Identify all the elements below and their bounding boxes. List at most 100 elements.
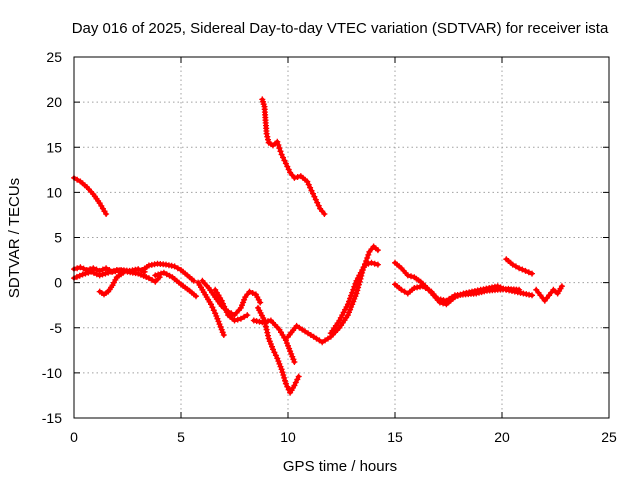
data-point (155, 271, 162, 278)
data-point (267, 341, 274, 347)
data-point (145, 275, 152, 282)
data-point (257, 299, 264, 306)
data-point (244, 312, 251, 319)
x-tick-label: 25 (601, 429, 617, 445)
data-point (404, 272, 411, 279)
data-point (368, 259, 375, 266)
data-point (374, 247, 381, 254)
y-tick-label: 15 (46, 139, 62, 155)
grid-lines (74, 57, 609, 418)
data-point (263, 130, 270, 137)
y-tick-label: 10 (46, 184, 62, 200)
data-point (348, 292, 355, 299)
data-point (158, 270, 164, 277)
data-point (279, 369, 286, 376)
y-tick-label: -15 (42, 410, 62, 426)
series-s18 (533, 283, 565, 304)
data-point (283, 340, 290, 347)
data-point (365, 251, 372, 258)
data-point (346, 298, 352, 305)
y-tick-label: 5 (54, 230, 62, 246)
data-point (218, 326, 225, 333)
data-point (265, 332, 271, 339)
data-point (193, 293, 199, 300)
series-s14 (259, 96, 328, 217)
data-point (265, 335, 272, 342)
data-point (274, 355, 281, 362)
data-point (522, 267, 529, 274)
data-series (71, 96, 565, 396)
data-point (190, 277, 197, 284)
data-point (241, 313, 248, 320)
series-s17 (503, 256, 535, 277)
y-tick-label: 0 (54, 275, 62, 291)
data-point (276, 360, 283, 367)
series-s7 (195, 279, 227, 338)
data-point (282, 337, 289, 344)
data-point (110, 267, 117, 274)
data-point (217, 323, 224, 330)
series-s12 (285, 243, 381, 346)
data-point (476, 289, 482, 296)
data-point (77, 264, 84, 271)
data-point (234, 316, 241, 323)
data-point (344, 301, 351, 308)
data-point (352, 293, 359, 300)
y-axis-label: SDTVAR / TECUs (6, 178, 23, 298)
data-point (276, 145, 283, 152)
data-point (220, 332, 227, 338)
data-point (353, 290, 360, 297)
data-point (295, 373, 302, 380)
data-point (349, 289, 356, 296)
data-point (282, 377, 288, 384)
data-point (408, 273, 414, 280)
data-point (103, 265, 110, 272)
data-point (529, 270, 535, 277)
data-point (88, 268, 95, 275)
data-point (102, 270, 109, 277)
data-point (290, 356, 297, 363)
data-point (398, 286, 405, 293)
data-point (152, 272, 159, 279)
data-point (291, 174, 298, 181)
data-point (105, 269, 112, 276)
data-point (216, 321, 223, 328)
x-tick-label: 10 (280, 429, 296, 445)
data-point (213, 313, 220, 319)
y-tick-label: -10 (42, 365, 62, 381)
data-point (558, 283, 565, 290)
data-point (137, 271, 144, 278)
series-s9 (212, 286, 251, 324)
data-point (294, 174, 301, 180)
data-point (120, 269, 127, 276)
data-point (174, 265, 181, 272)
series-s3 (71, 267, 163, 285)
data-point (241, 296, 248, 303)
data-point (99, 271, 106, 278)
data-point (274, 138, 281, 145)
data-point (525, 269, 532, 276)
data-point (82, 270, 89, 277)
series-s6 (152, 269, 199, 300)
x-tick-label: 20 (494, 429, 510, 445)
data-point (219, 329, 226, 336)
data-point (85, 269, 92, 276)
x-tick-label: 5 (177, 429, 185, 445)
data-point (352, 280, 359, 287)
series-s13 (327, 259, 381, 337)
data-point (135, 270, 142, 277)
data-point (286, 345, 293, 352)
data-point (90, 265, 97, 272)
x-tick-label: 0 (70, 429, 78, 445)
data-point (80, 265, 87, 272)
data-point (481, 288, 488, 295)
series-s16 (392, 281, 523, 304)
data-point (516, 265, 523, 272)
data-point (264, 133, 271, 140)
data-point (287, 348, 294, 355)
data-point (304, 178, 311, 185)
data-point (280, 372, 287, 378)
data-point (275, 358, 282, 365)
